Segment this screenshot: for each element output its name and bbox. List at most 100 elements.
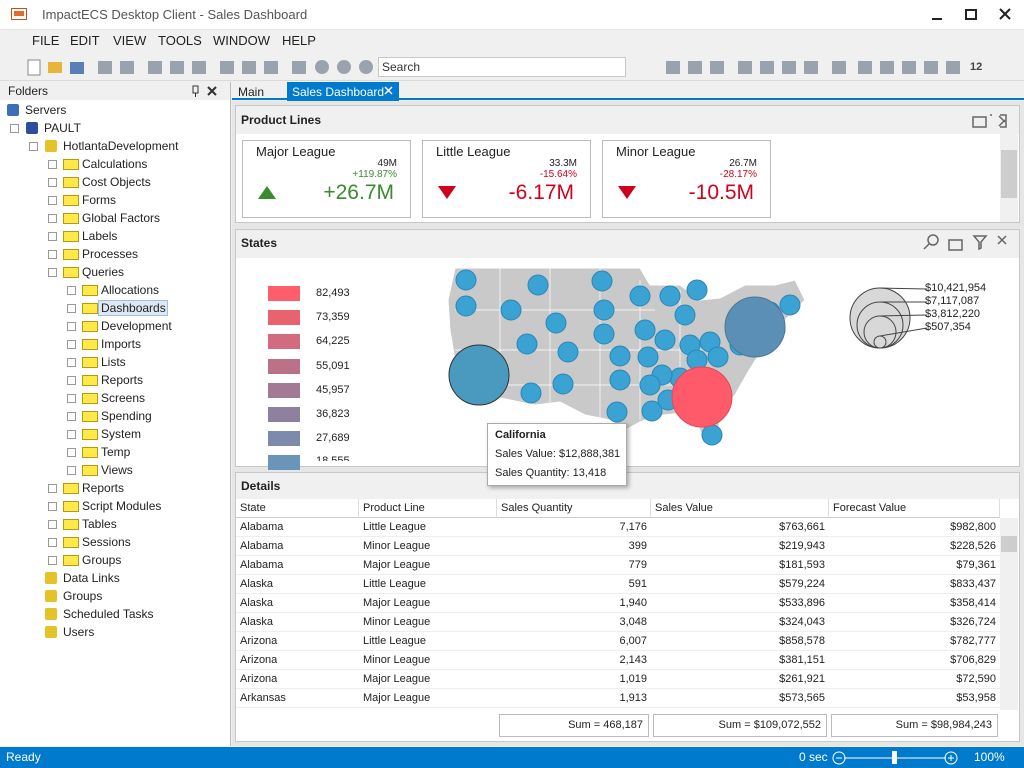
tree-item[interactable]: Tables <box>82 517 117 531</box>
table-row[interactable] <box>236 594 1000 613</box>
map-bubble[interactable] <box>593 323 615 345</box>
map-bubble[interactable] <box>641 400 663 422</box>
tree-item[interactable]: System <box>101 427 142 441</box>
map-bubble[interactable] <box>545 312 567 334</box>
tree-item[interactable]: Data Links <box>63 571 120 585</box>
tree-item[interactable]: HotlantaDevelopment <box>63 139 179 153</box>
tree-expander[interactable] <box>67 358 76 367</box>
tree-item[interactable]: Scheduled Tasks <box>63 607 154 621</box>
kpi-card[interactable] <box>242 140 411 218</box>
tree-expander[interactable] <box>67 448 76 457</box>
tree-expander[interactable] <box>48 556 57 565</box>
map-bubble[interactable] <box>609 345 631 367</box>
map-bubble[interactable] <box>527 274 549 296</box>
tree-item[interactable]: Spending <box>101 409 152 423</box>
details-scrollbar[interactable] <box>1000 518 1018 710</box>
tree-item[interactable]: Script Modules <box>82 499 162 513</box>
map-bubble[interactable] <box>606 401 628 423</box>
tree-item[interactable]: Views <box>101 463 133 477</box>
tree-expander[interactable] <box>48 484 57 493</box>
map-bubble[interactable] <box>637 346 659 368</box>
menu-item[interactable]: VIEW <box>113 33 147 48</box>
tree-item[interactable]: Temp <box>101 445 131 459</box>
menu-item[interactable]: TOOLS <box>158 33 202 48</box>
map-bubble[interactable] <box>659 285 681 307</box>
tree-expander[interactable] <box>67 394 76 403</box>
table-row[interactable] <box>236 670 1000 689</box>
tree-expander[interactable] <box>48 214 57 223</box>
tree-expander[interactable] <box>48 196 57 205</box>
tree-item[interactable]: Imports <box>101 337 142 351</box>
map-bubble[interactable] <box>634 319 656 341</box>
table-row[interactable] <box>236 518 1000 537</box>
map-bubble[interactable] <box>557 341 579 363</box>
tree-expander[interactable] <box>67 340 76 349</box>
tree-expander[interactable] <box>48 232 57 241</box>
map-bubble[interactable] <box>686 279 708 301</box>
menu-item[interactable]: EDIT <box>70 33 100 48</box>
kpi-card[interactable] <box>602 140 771 218</box>
tree-item[interactable]: Processes <box>82 247 139 261</box>
tree-item[interactable]: Users <box>63 625 95 639</box>
tree-expander[interactable] <box>48 502 57 511</box>
tree-item[interactable]: Screens <box>101 391 146 405</box>
kpi-card[interactable] <box>422 140 591 218</box>
tree-item[interactable]: Global Factors <box>82 211 161 225</box>
map-bubble[interactable] <box>591 270 613 292</box>
tree-item[interactable]: Forms <box>82 193 116 207</box>
font-size-button[interactable]: 12 <box>970 61 983 73</box>
table-row[interactable] <box>236 651 1000 670</box>
table-row[interactable] <box>236 689 1000 708</box>
tree-item[interactable]: Sessions <box>82 535 131 549</box>
tab[interactable]: Sales Dashboard <box>292 85 385 99</box>
tab-active[interactable] <box>287 82 399 101</box>
map-bubble[interactable] <box>639 374 661 396</box>
map-bubble[interactable] <box>593 299 615 321</box>
tree-item[interactable]: Groups <box>82 553 122 567</box>
column-header[interactable] <box>359 499 497 518</box>
map-bubble[interactable] <box>552 373 574 395</box>
tree-expander[interactable] <box>67 430 76 439</box>
zoom-slider[interactable] <box>830 748 960 768</box>
menu-item[interactable]: WINDOW <box>213 33 271 48</box>
tree-expander[interactable] <box>48 160 57 169</box>
tree-expander[interactable] <box>67 376 76 385</box>
tree-expander[interactable] <box>10 124 19 133</box>
map-bubble[interactable] <box>701 424 723 446</box>
map-bubble[interactable] <box>455 295 477 317</box>
map-bubble[interactable] <box>724 296 786 358</box>
column-header[interactable] <box>829 499 1000 518</box>
map-bubble[interactable] <box>707 346 729 368</box>
map-bubble[interactable] <box>654 329 676 351</box>
tree-item[interactable]: Labels <box>82 229 118 243</box>
tree-expander[interactable] <box>67 304 76 313</box>
map-bubble[interactable] <box>500 299 522 321</box>
tree-item[interactable]: Cost Objects <box>82 175 151 189</box>
table-row[interactable] <box>236 632 1000 651</box>
tree-item[interactable]: Groups <box>63 589 103 603</box>
map-bubble[interactable] <box>448 344 510 406</box>
tree-item[interactable]: Queries <box>82 265 125 279</box>
tree-item[interactable]: PAULT <box>44 121 81 135</box>
tree-expander[interactable] <box>48 250 57 259</box>
tree-expander[interactable] <box>67 322 76 331</box>
table-row[interactable] <box>236 575 1000 594</box>
tree-item[interactable]: Servers <box>25 103 67 117</box>
menu-item[interactable]: HELP <box>282 33 316 48</box>
map-bubble[interactable] <box>779 294 801 316</box>
tree-expander[interactable] <box>48 538 57 547</box>
menu-item[interactable]: FILE <box>32 33 60 48</box>
map-bubble[interactable] <box>671 366 733 428</box>
panel-close[interactable] <box>188 84 228 98</box>
map-bubble[interactable] <box>516 333 538 355</box>
map-bubble[interactable] <box>629 285 651 307</box>
tree-expander[interactable] <box>67 286 76 295</box>
column-header[interactable] <box>497 499 651 518</box>
map-bubble[interactable] <box>674 304 696 326</box>
tree-item[interactable]: Development <box>101 319 172 333</box>
tab[interactable]: Main <box>238 85 265 99</box>
tree-item[interactable]: Lists <box>101 355 126 369</box>
table-row[interactable] <box>236 537 1000 556</box>
column-header[interactable] <box>236 499 359 518</box>
window-controls[interactable] <box>920 6 1020 24</box>
